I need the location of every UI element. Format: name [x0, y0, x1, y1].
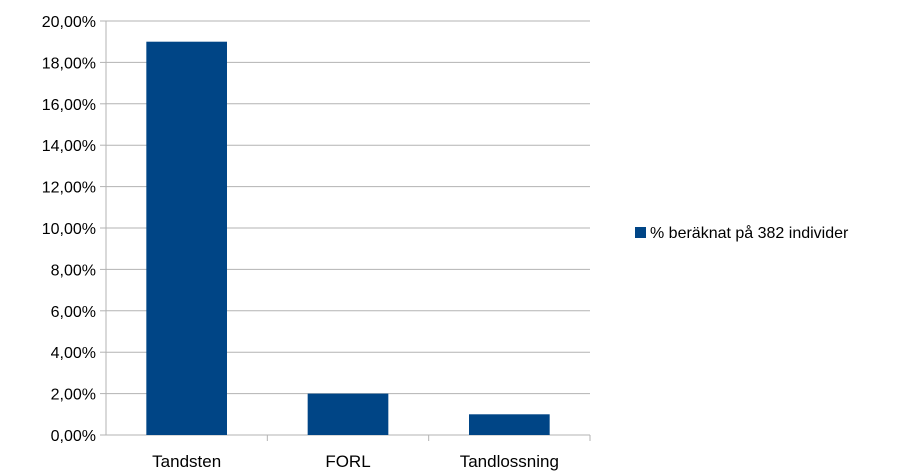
y-tick-label: 4,00% [51, 345, 96, 362]
x-tick-labels: Tandsten FORL Tandlossning [152, 452, 559, 471]
y-tick-label: 14,00% [42, 138, 96, 155]
legend-swatch [635, 227, 646, 238]
x-tick-label: Tandlossning [460, 452, 559, 471]
x-tick-label: FORL [325, 452, 370, 471]
y-tick-label: 20,00% [42, 14, 96, 31]
bar-forl [307, 393, 389, 435]
y-tick-labels: 0,00% 2,00% 4,00% 6,00% 8,00% 10,00% 12,00% 14,… [42, 14, 96, 445]
y-tick-label: 6,00% [51, 304, 96, 321]
y-tick-label: 12,00% [42, 180, 96, 197]
y-tick-label: 0,00% [51, 428, 96, 445]
legend: % beräknat på 382 individer [635, 224, 849, 242]
x-tick-label: Tandsten [152, 452, 221, 471]
y-tick-label: 8,00% [51, 262, 96, 279]
bars [146, 41, 550, 435]
y-tick-label: 18,00% [42, 55, 96, 72]
legend-label: % beräknat på 382 individer [650, 224, 849, 242]
y-tick-label: 16,00% [42, 97, 96, 114]
bar-tandlossning [469, 414, 550, 435]
y-tick-label: 10,00% [42, 221, 96, 238]
y-tick-label: 2,00% [51, 387, 96, 404]
bar-tandsten [146, 41, 227, 435]
